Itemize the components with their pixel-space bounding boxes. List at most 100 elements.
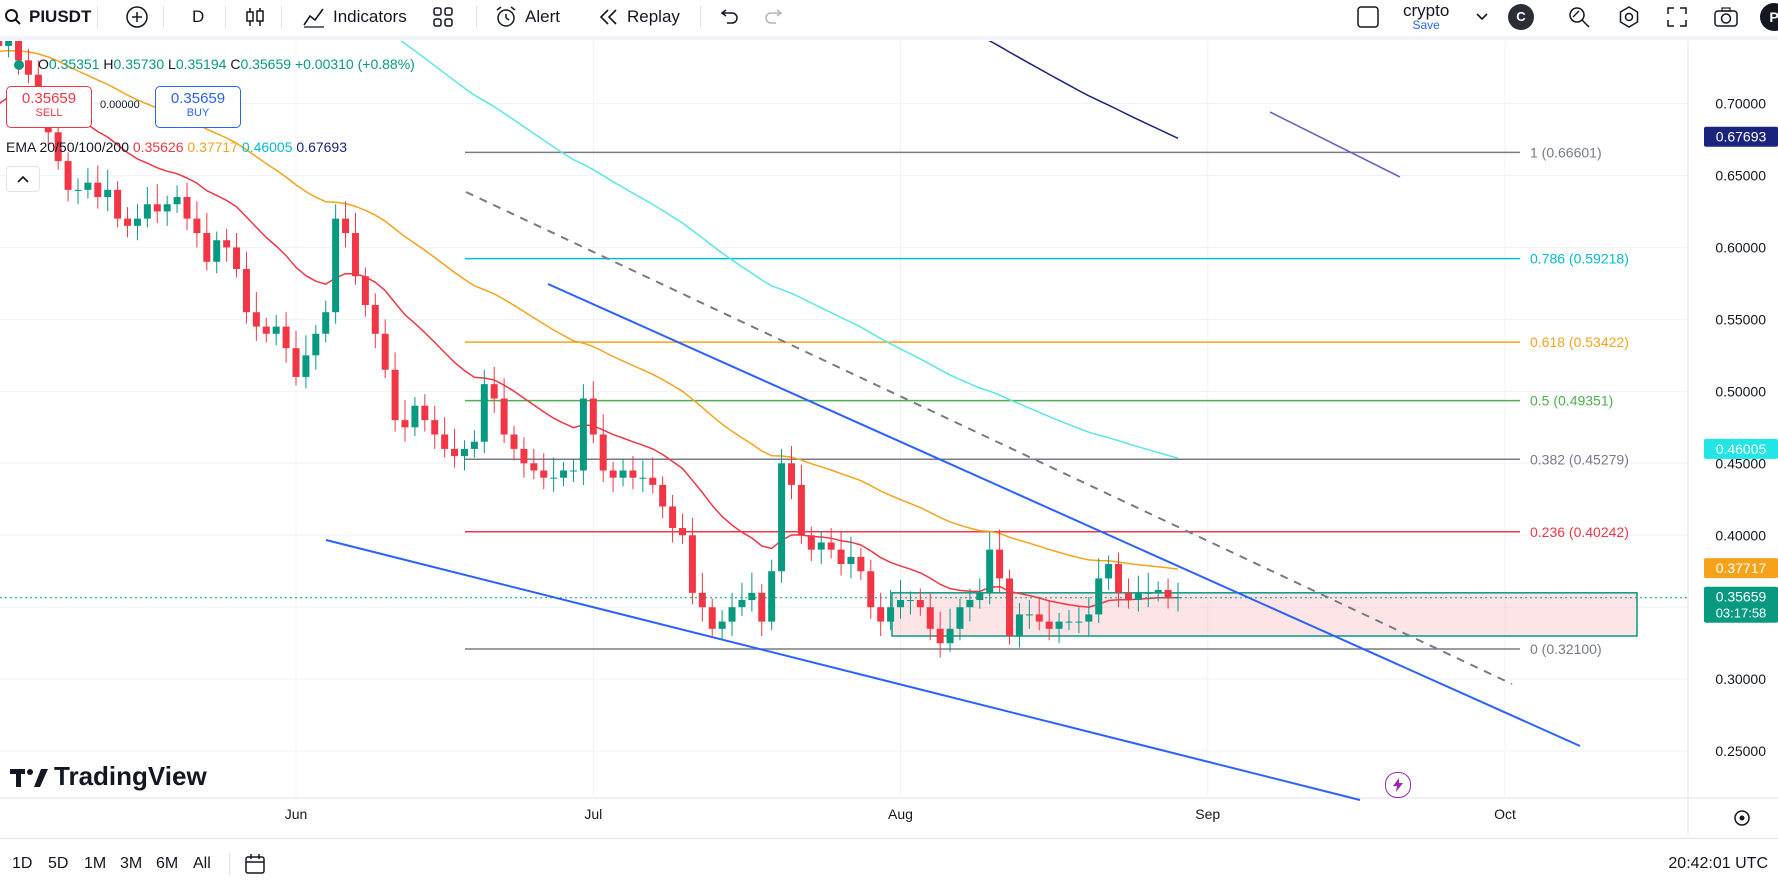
layout-name-button[interactable]: crypto Save [1403, 0, 1449, 33]
clock-text: 20:42:01 UTC [1668, 854, 1768, 872]
undo-button[interactable] [717, 0, 739, 33]
candle-body [906, 600, 914, 602]
layout-dropdown[interactable] [1476, 0, 1488, 33]
candle-body [956, 607, 964, 629]
clock-display[interactable]: 20:42:01 UTC [1668, 843, 1768, 884]
ema-label: EMA 20/50/100/200 [6, 139, 129, 155]
layout-select-button[interactable] [1356, 0, 1380, 33]
candle-body [788, 463, 795, 485]
candle-body [292, 348, 300, 377]
price-axis-label: 0.60000 [1715, 239, 1766, 255]
candle-body [1075, 621, 1083, 623]
quick-search-button[interactable] [1567, 0, 1591, 33]
time-axis-settings-button[interactable] [1732, 808, 1752, 833]
timeframe-5d[interactable]: 5D [48, 843, 68, 884]
price-chart[interactable]: 0 (0.32100) 0.236 (0.40242) 0.382 (0.45279… [0, 41, 1778, 834]
ohlc-open-value: 0.35351 [48, 56, 100, 72]
candle-body [332, 218, 340, 313]
timeframe-label: 6M [156, 854, 179, 872]
timeframe-1m[interactable]: 1M [84, 843, 106, 884]
candle-body [936, 628, 944, 644]
timeframe-6m[interactable]: 6M [156, 843, 178, 884]
ohlc-open-key: O [38, 56, 49, 72]
candle-body [649, 477, 657, 485]
candle-body [252, 312, 260, 327]
candle-body [5, 41, 13, 46]
price-tag: 0.46005 [1716, 441, 1767, 457]
tradingview-logo[interactable]: TradingView [10, 761, 207, 792]
avatar-button[interactable]: C [1508, 0, 1534, 33]
timeframe-label: 5D [48, 854, 69, 872]
lightning-icon [1393, 778, 1403, 792]
time-axis-label: Aug [888, 806, 913, 822]
timeframe-1d[interactable]: 1D [12, 843, 32, 884]
candle-body [351, 233, 359, 277]
redo-button[interactable] [764, 0, 786, 33]
candle-body [520, 448, 528, 464]
price-axis-label: 0.70000 [1715, 96, 1766, 112]
candle-body [748, 592, 756, 601]
layout-name: crypto [1403, 1, 1450, 20]
candle-body [312, 333, 320, 356]
magic-search-icon [1567, 5, 1591, 29]
candle-body [1115, 564, 1123, 593]
candle-body [322, 312, 330, 334]
candle-body [817, 542, 825, 550]
timeframe-all[interactable]: All [193, 843, 211, 884]
candle-body [381, 333, 389, 370]
price-tag: 0.67693 [1716, 129, 1767, 145]
replay-button[interactable]: Replay [598, 0, 680, 33]
divider [700, 6, 701, 28]
time-axis-label: Oct [1494, 806, 1516, 822]
timeframe-label: 1M [84, 854, 107, 872]
candle-body [74, 189, 82, 191]
chart-area[interactable]: 0 (0.32100) 0.236 (0.40242) 0.382 (0.45279… [0, 41, 1778, 834]
sell-button[interactable]: 0.35659 SELL [6, 86, 92, 128]
dashed-resistance-line [465, 191, 1513, 685]
bottom-divider [0, 838, 1778, 839]
candle-body [163, 204, 171, 212]
fib-level-label: 1 (0.66601) [1530, 144, 1602, 160]
candle-body [183, 197, 191, 219]
candle-body [371, 304, 379, 334]
snapshot-button[interactable] [1713, 0, 1739, 33]
candle-body [986, 549, 994, 593]
date-range-button[interactable] [244, 843, 268, 884]
timeframe-3m[interactable]: 3M [120, 843, 142, 884]
candle-body [1025, 614, 1033, 616]
candle-body [213, 240, 221, 262]
ohlc-high-value: 0.35730 [113, 56, 165, 72]
compare-button[interactable] [125, 0, 149, 33]
alert-button[interactable]: Alert [494, 0, 560, 33]
indicators-button[interactable]: Indicators [302, 0, 407, 33]
alarm-clock-icon [494, 5, 518, 29]
settings-button[interactable] [1617, 0, 1641, 33]
profile-avatar: P [1760, 2, 1778, 31]
symbol-search[interactable]: PIUSDT [4, 0, 91, 33]
candle-body [133, 218, 141, 226]
candle-body [0, 41, 3, 46]
candle-body [451, 448, 459, 457]
events-button[interactable] [1385, 772, 1411, 798]
chevron-up-icon [17, 175, 29, 183]
candle-body [1015, 614, 1023, 637]
ema20-line [0, 91, 1179, 608]
alert-label: Alert [525, 6, 560, 26]
fullscreen-button[interactable] [1666, 0, 1688, 33]
buy-button[interactable]: 0.35659 BUY [155, 86, 241, 128]
price-axis-label: 0.65000 [1715, 167, 1766, 183]
candle-body [470, 441, 478, 449]
profile-button[interactable]: P [1760, 0, 1778, 33]
interval-button[interactable]: D [192, 0, 204, 33]
candle-body [104, 189, 112, 198]
candle-body [837, 549, 845, 565]
templates-button[interactable] [432, 0, 454, 33]
candle-body [738, 600, 746, 608]
collapse-legend-button[interactable] [6, 166, 40, 192]
candle-body [669, 506, 677, 529]
price-tag-bg [1704, 438, 1778, 459]
tradingview-logo-icon [10, 767, 48, 787]
chart-type-button[interactable] [245, 0, 265, 33]
ema-legend[interactable]: EMA 20/50/100/200 0.35626 0.37717 0.4600… [6, 139, 347, 155]
price-axis-label: 0.55000 [1715, 311, 1766, 327]
